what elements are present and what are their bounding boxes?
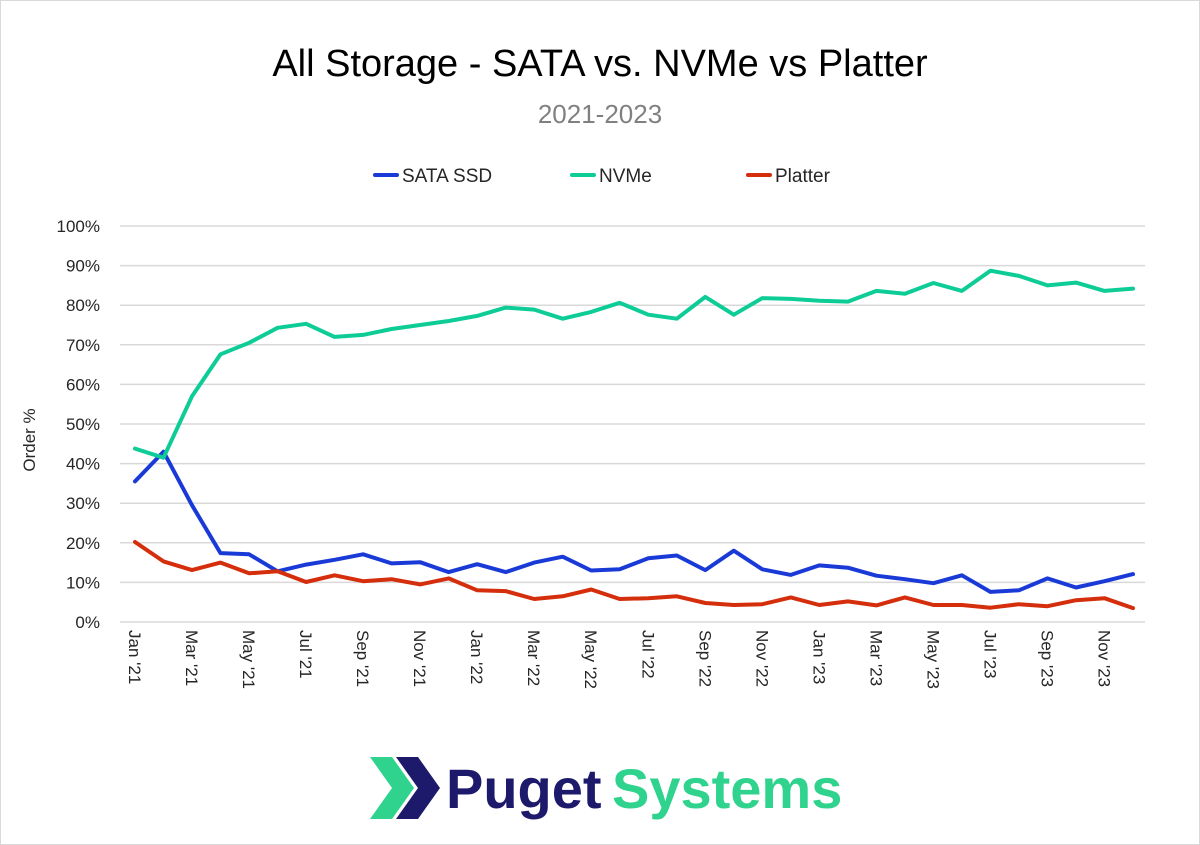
x-tick-label: Jul '23 xyxy=(980,630,999,679)
legend-label: NVMe xyxy=(599,166,652,187)
logo-chevron-icon xyxy=(370,757,440,819)
y-tick-label: 40% xyxy=(66,455,100,474)
y-tick-label: 80% xyxy=(66,296,100,315)
x-tick-label: Nov '21 xyxy=(410,630,429,687)
legend-item: SATA SSD xyxy=(373,166,492,187)
x-tick-label: Sep '23 xyxy=(1037,630,1056,687)
x-tick-label: May '21 xyxy=(239,630,258,689)
y-tick-label: 100% xyxy=(57,217,100,236)
gridlines xyxy=(120,225,1145,623)
y-axis-ticks: 0% 10% 20% 30% 40% 50% 60% 70% 80% 90% 100% xyxy=(57,217,100,632)
x-tick-label: Jul '21 xyxy=(296,630,315,679)
x-tick-label: Mar '23 xyxy=(866,630,885,686)
x-tick-label: Nov '22 xyxy=(752,630,771,687)
x-tick-label: Jan '23 xyxy=(809,630,828,684)
x-tick-label: May '22 xyxy=(581,630,600,689)
y-tick-label: 0% xyxy=(75,613,100,632)
x-tick-label: May '23 xyxy=(923,630,942,689)
series-nvme xyxy=(133,268,1135,460)
x-tick-label: Sep '21 xyxy=(353,630,372,687)
x-tick-label: Sep '22 xyxy=(695,630,714,687)
x-tick-label: Nov '23 xyxy=(1094,630,1113,687)
series-line xyxy=(133,449,1135,594)
x-tick-label: Mar '21 xyxy=(182,630,201,686)
chart-subtitle: 2021-2023 xyxy=(538,99,662,129)
x-tick-label: Jan '22 xyxy=(467,630,486,684)
y-axis-label: Order % xyxy=(20,408,39,471)
logo-word-systems: Systems xyxy=(612,757,842,820)
y-tick-label: 10% xyxy=(66,573,100,592)
y-tick-label: 70% xyxy=(66,336,100,355)
y-tick-label: 50% xyxy=(66,415,100,434)
x-axis-ticks: Jan '21 Mar '21 May '21 Jul '21 Sep '21 Nov '… xyxy=(125,630,1113,689)
logo-word-puget: Puget xyxy=(446,757,602,820)
y-tick-label: 30% xyxy=(66,494,100,513)
x-tick-label: Mar '22 xyxy=(524,630,543,686)
series-lines xyxy=(133,268,1135,611)
legend: SATA SSD NVMe Platter xyxy=(373,166,831,187)
series-platter xyxy=(133,540,1135,611)
y-tick-label: 20% xyxy=(66,534,100,553)
x-tick-label: Jan '21 xyxy=(125,630,144,684)
puget-systems-logo: Puget Systems xyxy=(370,757,842,820)
legend-label: SATA SSD xyxy=(402,166,492,187)
legend-label: Platter xyxy=(775,166,831,187)
series-sata-ssd xyxy=(133,449,1135,594)
series-line xyxy=(133,540,1135,611)
series-line xyxy=(133,268,1135,460)
y-tick-label: 90% xyxy=(66,257,100,276)
legend-item: NVMe xyxy=(570,166,652,187)
chart-title: All Storage - SATA vs. NVMe vs Platter xyxy=(272,43,928,85)
x-tick-label: Jul '22 xyxy=(638,630,657,679)
legend-item: Platter xyxy=(746,166,831,187)
y-tick-label: 60% xyxy=(66,375,100,394)
